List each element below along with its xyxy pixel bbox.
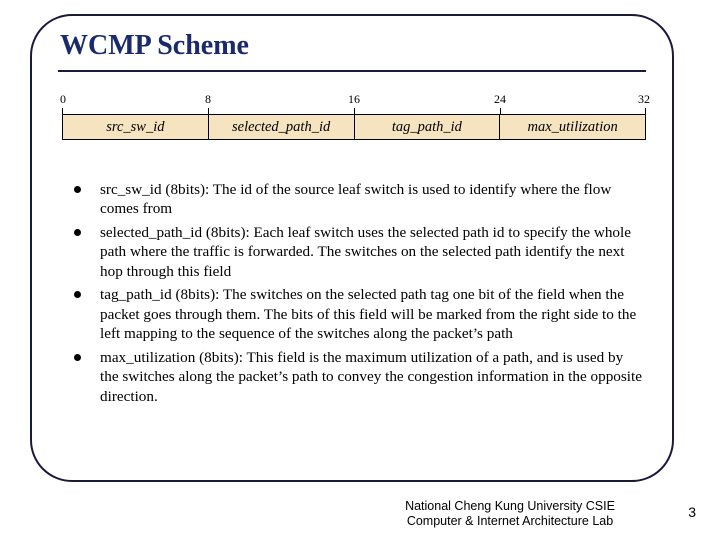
- bit-label: 24: [494, 92, 506, 107]
- bit-offset-labels: 0 8 16 24 32: [62, 92, 646, 108]
- footer-affiliation: National Cheng Kung University CSIE Comp…: [390, 499, 630, 530]
- bitfield-diagram: 0 8 16 24 32 src_sw_id selected_path_id …: [62, 92, 646, 140]
- list-item: selected_path_id (8bits): Each leaf swit…: [70, 223, 644, 281]
- list-item: max_utilization (8bits): This field is t…: [70, 348, 644, 406]
- bit-label: 32: [638, 92, 650, 107]
- slide: WCMP Scheme 0 8 16 24 32 src_sw_id selec…: [0, 0, 720, 540]
- list-item: tag_path_id (8bits): The switches on the…: [70, 285, 644, 343]
- bit-label: 0: [60, 92, 66, 107]
- field-tag-path-id: tag_path_id: [355, 115, 501, 139]
- bullet-list: src_sw_id (8bits): The id of the source …: [70, 180, 644, 410]
- field-selected-path-id: selected_path_id: [209, 115, 355, 139]
- field-src-sw-id: src_sw_id: [63, 115, 209, 139]
- bit-ticks: [62, 108, 646, 114]
- list-item: src_sw_id (8bits): The id of the source …: [70, 180, 644, 219]
- bit-label: 8: [205, 92, 211, 107]
- field-max-utilization: max_utilization: [500, 115, 645, 139]
- bitfield-row: src_sw_id selected_path_id tag_path_id m…: [62, 114, 646, 140]
- page-number: 3: [688, 504, 696, 520]
- title-underline: [58, 70, 646, 72]
- slide-title: WCMP Scheme: [60, 30, 249, 62]
- bit-label: 16: [348, 92, 360, 107]
- footer-line-1: National Cheng Kung University CSIE: [390, 499, 630, 515]
- footer-line-2: Computer & Internet Architecture Lab: [390, 514, 630, 530]
